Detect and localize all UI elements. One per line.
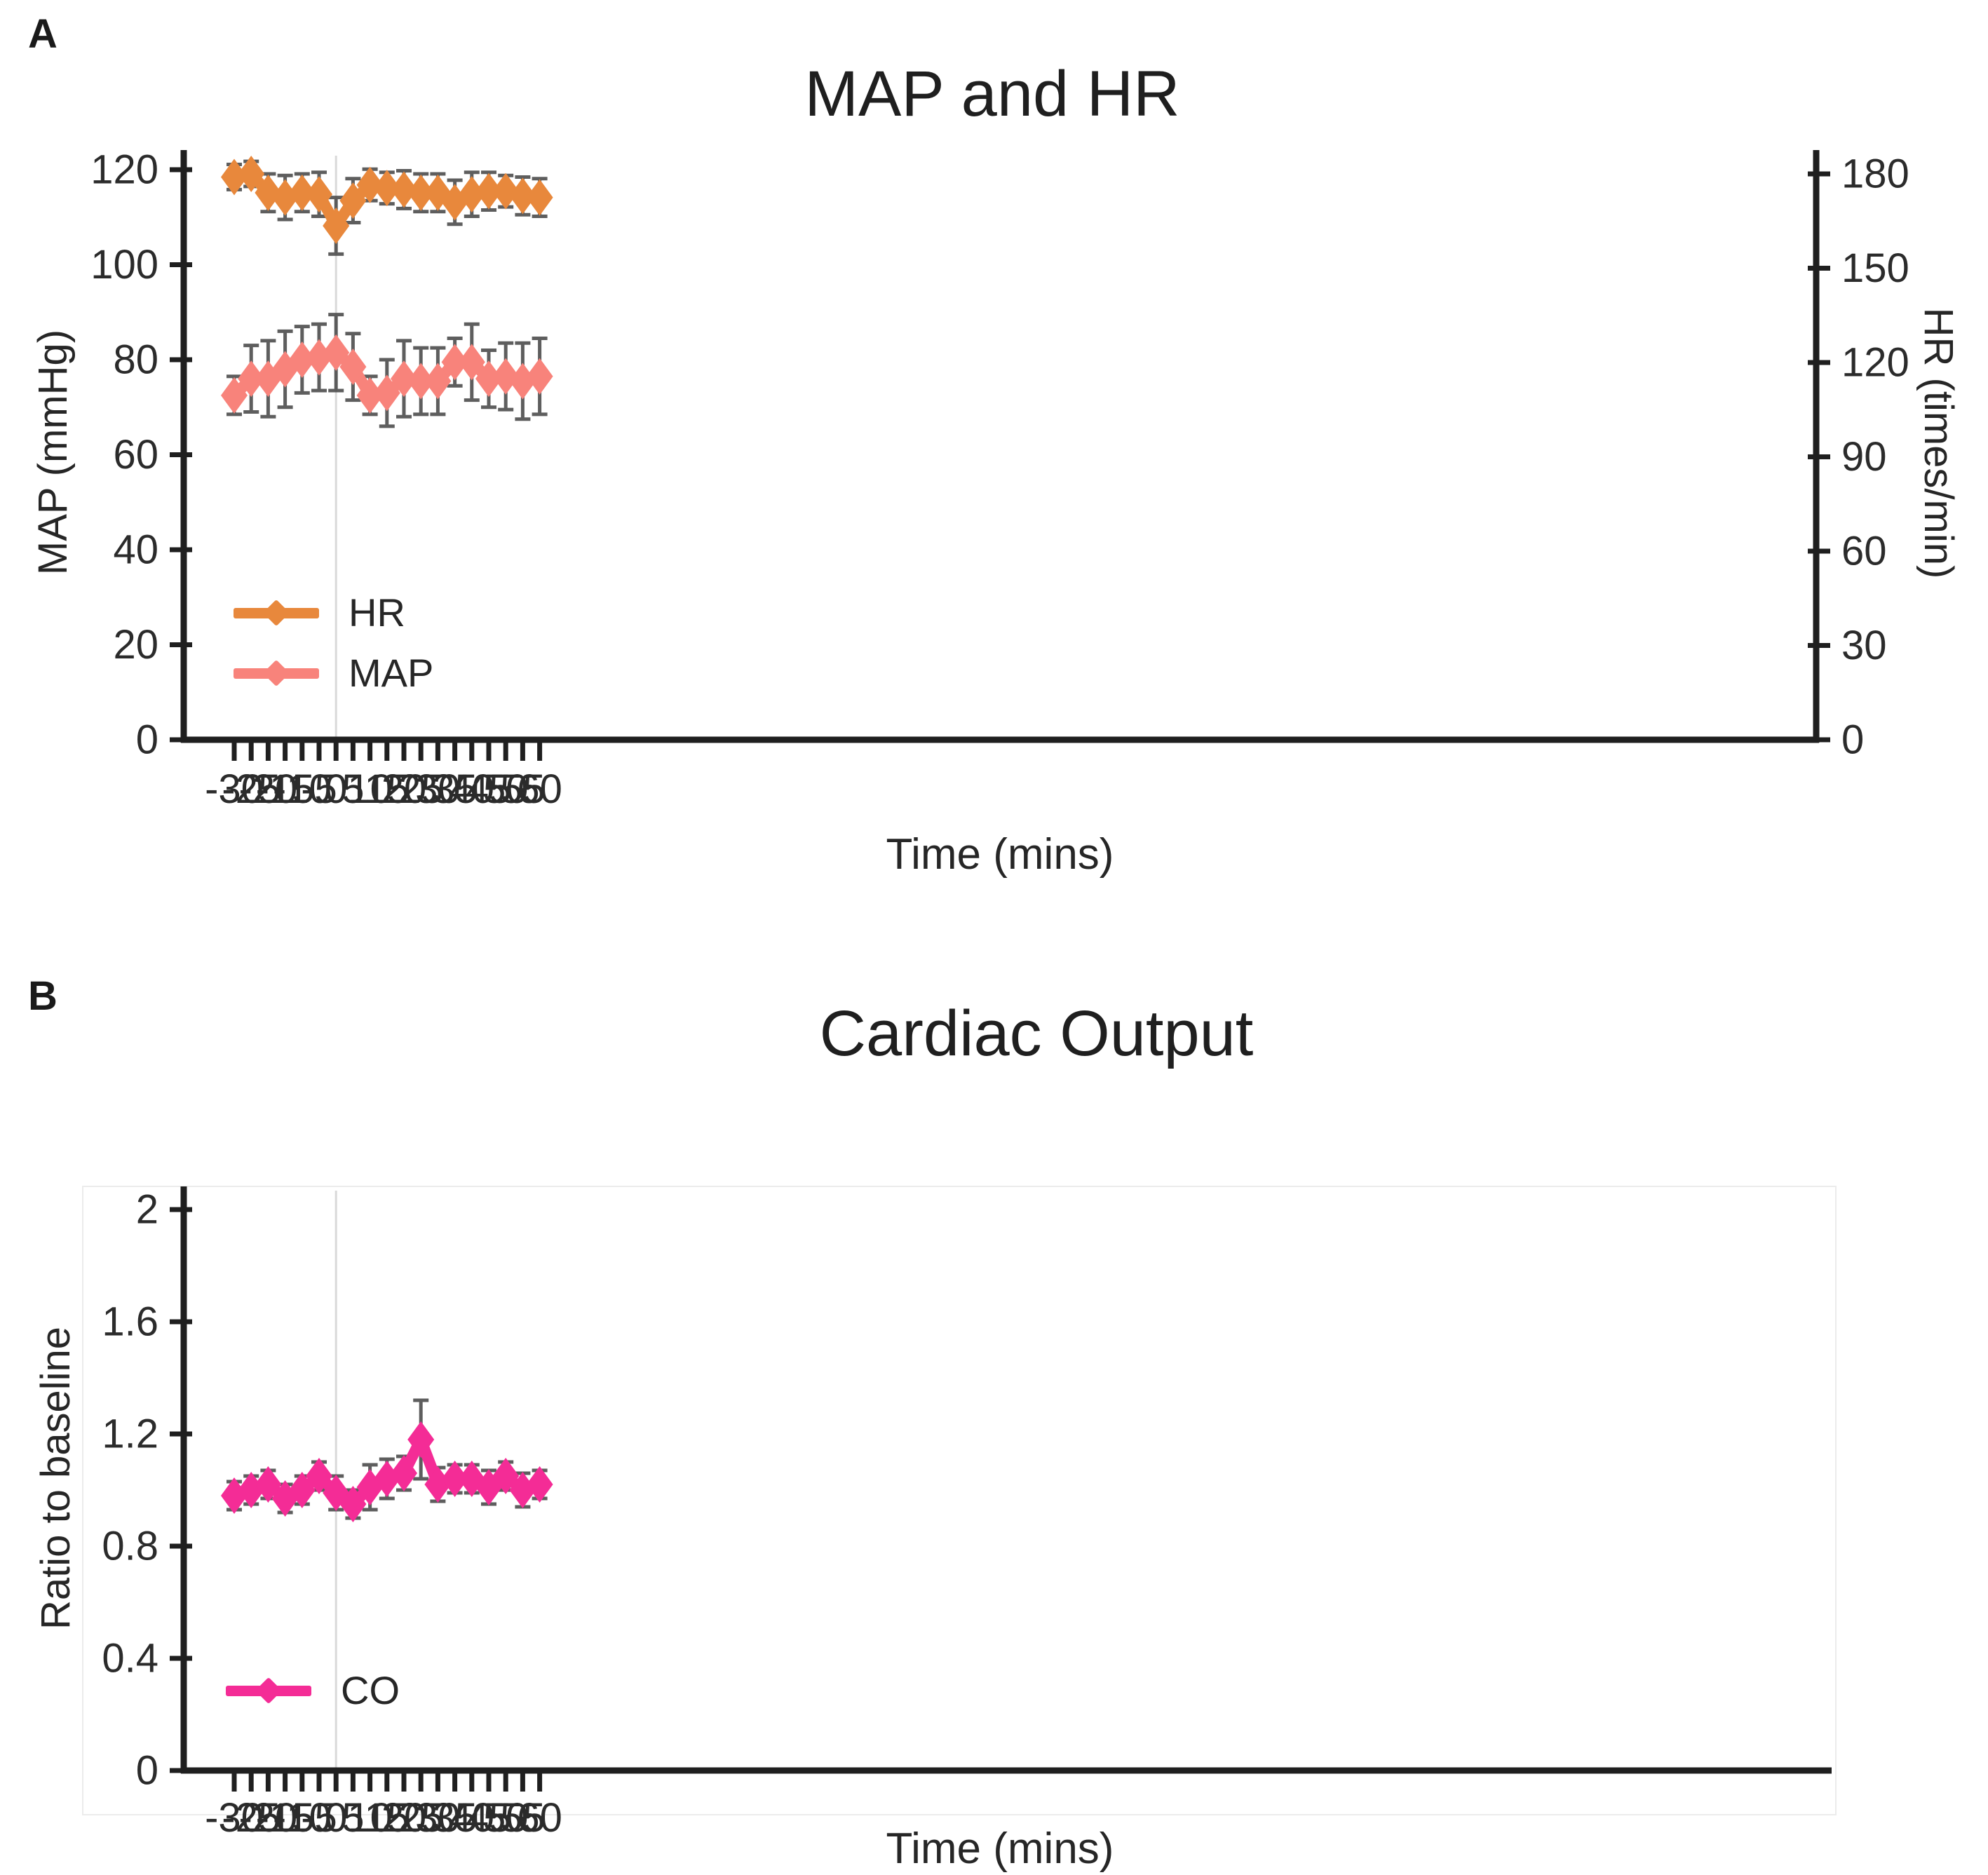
svg-text:5: 5: [342, 1795, 364, 1841]
svg-text:0.8: 0.8: [102, 1524, 158, 1569]
svg-text:0.4: 0.4: [102, 1636, 158, 1681]
svg-text:35: 35: [432, 766, 478, 812]
chart-panel-A: 0204060801001200306090120150180-30-25-20…: [90, 147, 1909, 813]
series-markers-CO: [221, 1421, 553, 1522]
panel-a-yaxis-left-label: MAP (mmHg): [30, 329, 76, 576]
svg-text:-10: -10: [273, 766, 332, 812]
svg-text:-5: -5: [301, 766, 337, 812]
svg-text:45: 45: [466, 1795, 512, 1841]
svg-text:40: 40: [449, 766, 495, 812]
svg-text:120: 120: [90, 147, 158, 193]
panel-b-title: Cardiac Output: [819, 998, 1254, 1069]
svg-text:-30: -30: [205, 766, 264, 812]
svg-text:10: 10: [347, 1795, 393, 1841]
svg-text:5: 5: [342, 766, 364, 812]
svg-text:1.2: 1.2: [102, 1412, 158, 1457]
svg-text:20: 20: [381, 766, 427, 812]
svg-text:60: 60: [517, 766, 562, 812]
legend-label-co: CO: [341, 1668, 400, 1712]
legend-label-hr: HR: [349, 590, 405, 635]
panel-b-legend: CO: [226, 1669, 400, 1712]
svg-text:25: 25: [398, 766, 444, 812]
svg-text:-15: -15: [256, 766, 315, 812]
svg-text:0: 0: [136, 1748, 158, 1794]
panel-a-letter: A: [28, 11, 58, 57]
svg-text:0: 0: [1841, 717, 1864, 763]
svg-text:80: 80: [113, 337, 158, 383]
svg-text:180: 180: [1841, 151, 1909, 197]
svg-text:120: 120: [1841, 340, 1909, 386]
svg-text:100: 100: [90, 242, 158, 287]
svg-text:55: 55: [500, 766, 546, 812]
legend-item-co: CO: [226, 1669, 400, 1712]
svg-text:-20: -20: [238, 1795, 297, 1841]
svg-text:20: 20: [381, 1795, 427, 1841]
svg-text:60: 60: [113, 432, 158, 478]
svg-text:15: 15: [365, 766, 410, 812]
svg-text:-20: -20: [238, 766, 297, 812]
svg-text:30: 30: [1841, 623, 1887, 668]
svg-text:40: 40: [449, 1795, 495, 1841]
panel-a-title: MAP and HR: [804, 58, 1180, 130]
svg-text:0: 0: [325, 1795, 347, 1841]
legend-label-map: MAP: [349, 651, 434, 695]
svg-text:10: 10: [347, 766, 393, 812]
panel-a-yaxis-right-label: HR (times/min): [1916, 307, 1961, 579]
svg-text:-25: -25: [222, 766, 280, 812]
svg-text:60: 60: [517, 1795, 562, 1841]
svg-text:-15: -15: [256, 1795, 315, 1841]
hr-line-swatch-icon: [234, 599, 319, 627]
svg-text:-25: -25: [222, 1795, 280, 1841]
co-line-swatch-icon: [226, 1677, 311, 1705]
svg-text:0: 0: [136, 717, 158, 763]
legend-item-hr: HR: [234, 591, 433, 635]
svg-text:0: 0: [325, 766, 347, 812]
svg-text:90: 90: [1841, 434, 1887, 480]
svg-text:60: 60: [1841, 529, 1887, 574]
svg-text:2: 2: [136, 1187, 158, 1233]
svg-text:55: 55: [500, 1795, 546, 1841]
chart-frame: [82, 1186, 1837, 1815]
map-line-swatch-icon: [234, 659, 319, 687]
svg-text:-30: -30: [205, 1795, 264, 1841]
svg-text:30: 30: [415, 766, 461, 812]
svg-text:20: 20: [113, 622, 158, 668]
svg-text:-10: -10: [273, 1795, 332, 1841]
svg-text:1.6: 1.6: [102, 1299, 158, 1345]
series-markers-MAP: [221, 334, 553, 414]
legend-item-map: MAP: [234, 651, 433, 695]
svg-text:45: 45: [466, 766, 512, 812]
svg-text:15: 15: [365, 1795, 410, 1841]
panel-b-letter: B: [28, 973, 58, 1019]
panel-b-yaxis-label: Ratio to baseline: [33, 1326, 79, 1630]
svg-text:150: 150: [1841, 245, 1909, 291]
panel-b-xaxis-label: Time (mins): [886, 1825, 1114, 1873]
panel-a-xaxis-label: Time (mins): [886, 830, 1114, 879]
chart-panel-B: 00.40.81.21.62-30-25-20-15-10-5051015202…: [82, 1186, 1837, 1841]
svg-text:30: 30: [415, 1795, 461, 1841]
svg-text:35: 35: [432, 1795, 478, 1841]
svg-text:25: 25: [398, 1795, 444, 1841]
panel-a-legend: HR MAP: [234, 591, 433, 695]
svg-text:50: 50: [483, 1795, 529, 1841]
svg-text:-5: -5: [301, 1795, 337, 1841]
series-markers-HR: [221, 156, 553, 244]
svg-text:50: 50: [483, 766, 529, 812]
svg-text:40: 40: [113, 527, 158, 573]
